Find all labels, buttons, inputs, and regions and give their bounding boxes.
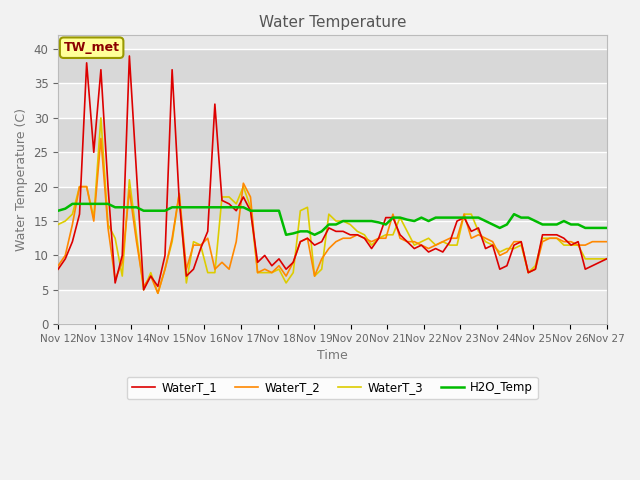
H2O_Temp — [68, 201, 76, 207]
WaterT_2 — [154, 290, 162, 296]
H2O_Temp — [154, 208, 162, 214]
WaterT_2 — [54, 263, 62, 269]
WaterT_3 — [90, 215, 98, 220]
WaterT_2 — [303, 235, 311, 241]
WaterT_2 — [603, 239, 611, 244]
WaterT_3 — [303, 204, 311, 210]
H2O_Temp — [282, 232, 290, 238]
Bar — [58, 255, 607, 290]
Bar — [58, 187, 607, 221]
Title: Water Temperature: Water Temperature — [259, 15, 406, 30]
WaterT_2 — [161, 266, 169, 272]
WaterT_3 — [97, 115, 105, 121]
WaterT_1 — [460, 215, 468, 220]
Legend: WaterT_1, WaterT_2, WaterT_3, H2O_Temp: WaterT_1, WaterT_2, WaterT_3, H2O_Temp — [127, 377, 538, 399]
WaterT_3 — [246, 204, 254, 210]
Text: TW_met: TW_met — [63, 41, 120, 54]
Bar — [58, 84, 607, 118]
H2O_Temp — [460, 215, 468, 220]
Line: WaterT_3: WaterT_3 — [58, 118, 607, 293]
WaterT_3 — [346, 222, 354, 228]
WaterT_2 — [346, 235, 354, 241]
WaterT_1 — [303, 235, 311, 241]
H2O_Temp — [97, 201, 105, 207]
WaterT_3 — [161, 266, 169, 272]
H2O_Temp — [303, 228, 311, 234]
WaterT_1 — [125, 53, 133, 59]
WaterT_1 — [603, 256, 611, 262]
WaterT_2 — [460, 211, 468, 217]
WaterT_3 — [603, 256, 611, 262]
Line: H2O_Temp: H2O_Temp — [58, 204, 607, 235]
Bar — [58, 118, 607, 152]
WaterT_2 — [90, 218, 98, 224]
Line: WaterT_2: WaterT_2 — [58, 139, 607, 293]
WaterT_3 — [154, 290, 162, 296]
WaterT_1 — [161, 252, 169, 258]
Bar — [58, 221, 607, 255]
Y-axis label: Water Temperature (C): Water Temperature (C) — [15, 108, 28, 251]
H2O_Temp — [346, 218, 354, 224]
WaterT_1 — [90, 149, 98, 155]
X-axis label: Time: Time — [317, 349, 348, 362]
WaterT_1 — [246, 208, 254, 214]
Bar — [58, 49, 607, 84]
WaterT_1 — [54, 266, 62, 272]
Bar — [58, 290, 607, 324]
Bar — [58, 152, 607, 187]
WaterT_3 — [460, 211, 468, 217]
WaterT_1 — [140, 287, 147, 293]
WaterT_2 — [97, 136, 105, 142]
WaterT_3 — [54, 222, 62, 228]
H2O_Temp — [603, 225, 611, 231]
WaterT_2 — [246, 194, 254, 200]
Line: WaterT_1: WaterT_1 — [58, 56, 607, 290]
WaterT_1 — [346, 232, 354, 238]
H2O_Temp — [239, 204, 247, 210]
H2O_Temp — [54, 208, 62, 214]
